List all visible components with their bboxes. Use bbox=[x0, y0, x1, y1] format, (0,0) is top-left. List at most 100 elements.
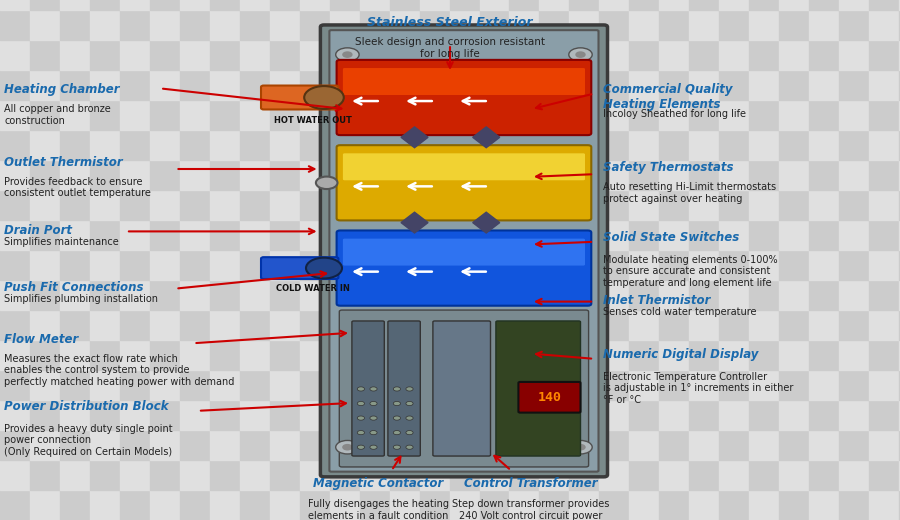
Bar bbox=[60, 130, 90, 160]
Bar bbox=[60, 430, 90, 460]
Bar bbox=[660, 340, 689, 370]
Text: Measures the exact flow rate which
enables the control system to provide
perfect: Measures the exact flow rate which enabl… bbox=[4, 354, 235, 387]
Bar bbox=[210, 190, 239, 220]
Bar bbox=[570, 10, 599, 40]
Bar bbox=[60, 70, 90, 100]
Bar bbox=[629, 10, 660, 40]
Bar bbox=[480, 100, 509, 130]
Bar bbox=[419, 370, 450, 400]
Bar bbox=[329, 310, 360, 340]
Bar bbox=[539, 190, 570, 220]
Bar bbox=[509, 220, 539, 250]
Bar bbox=[390, 70, 419, 100]
Bar bbox=[360, 280, 390, 310]
Bar bbox=[719, 40, 750, 70]
Bar bbox=[180, 310, 210, 340]
Bar bbox=[750, 70, 779, 100]
Bar bbox=[660, 160, 689, 190]
Bar bbox=[689, 190, 719, 220]
Bar bbox=[450, 40, 480, 70]
Bar bbox=[809, 370, 839, 400]
Bar bbox=[390, 40, 419, 70]
Bar bbox=[779, 130, 809, 160]
Bar bbox=[689, 400, 719, 430]
Bar bbox=[809, 70, 839, 100]
Bar bbox=[90, 100, 120, 130]
Bar bbox=[30, 0, 60, 10]
Bar bbox=[869, 130, 899, 160]
Bar bbox=[599, 460, 629, 490]
Bar bbox=[149, 370, 180, 400]
Bar bbox=[30, 160, 60, 190]
Bar bbox=[480, 280, 509, 310]
Bar bbox=[30, 10, 60, 40]
Bar bbox=[300, 460, 329, 490]
Bar bbox=[570, 70, 599, 100]
Bar bbox=[660, 220, 689, 250]
Bar bbox=[839, 190, 869, 220]
Bar bbox=[419, 70, 450, 100]
Bar bbox=[419, 190, 450, 220]
Bar bbox=[30, 490, 60, 520]
Circle shape bbox=[576, 52, 585, 57]
Bar bbox=[539, 280, 570, 310]
Bar bbox=[90, 0, 120, 10]
Bar bbox=[809, 40, 839, 70]
Bar bbox=[180, 40, 210, 70]
Bar bbox=[419, 430, 450, 460]
Bar bbox=[329, 160, 360, 190]
Bar bbox=[149, 430, 180, 460]
Bar bbox=[809, 460, 839, 490]
Bar bbox=[210, 370, 239, 400]
Bar bbox=[60, 100, 90, 130]
Bar bbox=[90, 310, 120, 340]
Bar bbox=[839, 370, 869, 400]
Bar bbox=[210, 400, 239, 430]
Polygon shape bbox=[401, 212, 428, 233]
Bar bbox=[599, 0, 629, 10]
Circle shape bbox=[393, 416, 400, 420]
Circle shape bbox=[406, 416, 413, 420]
Circle shape bbox=[406, 387, 413, 391]
Bar bbox=[809, 250, 839, 280]
Bar bbox=[149, 400, 180, 430]
Bar bbox=[60, 280, 90, 310]
Bar bbox=[149, 10, 180, 40]
Bar bbox=[329, 40, 360, 70]
Bar bbox=[450, 100, 480, 130]
Text: Modulate heating elements 0-100%
to ensure accurate and consistent
temperature a: Modulate heating elements 0-100% to ensu… bbox=[603, 255, 778, 288]
Bar bbox=[750, 100, 779, 130]
Circle shape bbox=[576, 445, 585, 450]
Bar bbox=[120, 190, 149, 220]
Bar bbox=[60, 490, 90, 520]
Bar bbox=[300, 430, 329, 460]
Bar bbox=[539, 160, 570, 190]
Bar bbox=[149, 0, 180, 10]
Bar bbox=[0, 100, 30, 130]
Bar bbox=[239, 190, 270, 220]
Circle shape bbox=[304, 86, 344, 109]
Circle shape bbox=[336, 48, 359, 61]
Bar bbox=[60, 460, 90, 490]
Bar bbox=[779, 190, 809, 220]
Bar bbox=[660, 70, 689, 100]
Bar bbox=[719, 430, 750, 460]
Bar bbox=[329, 370, 360, 400]
Bar bbox=[660, 280, 689, 310]
Bar bbox=[480, 370, 509, 400]
Bar bbox=[480, 460, 509, 490]
Bar bbox=[90, 430, 120, 460]
Text: Safety Thermostats: Safety Thermostats bbox=[603, 161, 733, 174]
Bar bbox=[599, 310, 629, 340]
Bar bbox=[60, 400, 90, 430]
Bar bbox=[750, 250, 779, 280]
Bar bbox=[509, 460, 539, 490]
Bar bbox=[120, 250, 149, 280]
Bar bbox=[120, 430, 149, 460]
Text: Inlet Thermistor: Inlet Thermistor bbox=[603, 294, 710, 307]
Bar bbox=[599, 280, 629, 310]
Text: Sleek design and corrosion resistant
for long life: Sleek design and corrosion resistant for… bbox=[355, 37, 545, 59]
Bar bbox=[0, 70, 30, 100]
Bar bbox=[869, 310, 899, 340]
Bar bbox=[270, 370, 300, 400]
